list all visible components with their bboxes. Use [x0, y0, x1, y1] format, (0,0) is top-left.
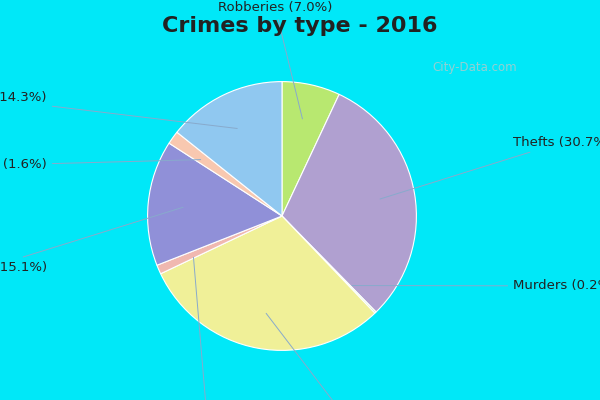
Text: Murders (0.2%): Murders (0.2%) [352, 279, 600, 292]
Wedge shape [148, 143, 282, 265]
Wedge shape [282, 94, 416, 312]
Text: Burglaries (30.1%): Burglaries (30.1%) [266, 313, 418, 400]
Wedge shape [157, 216, 282, 274]
Text: Robberies (7.0%): Robberies (7.0%) [218, 1, 332, 119]
Text: Thefts (30.7%): Thefts (30.7%) [380, 136, 600, 199]
Text: Rapes (1.6%): Rapes (1.6%) [0, 158, 200, 172]
Text: City-Data.com: City-Data.com [432, 62, 517, 74]
Text: Crimes by type - 2016: Crimes by type - 2016 [162, 16, 438, 36]
Wedge shape [161, 216, 375, 350]
Text: Auto thefts (14.3%): Auto thefts (14.3%) [0, 91, 237, 128]
Text: Assaults (15.1%): Assaults (15.1%) [0, 207, 183, 274]
Wedge shape [282, 82, 339, 216]
Wedge shape [177, 82, 282, 216]
Wedge shape [282, 216, 376, 313]
Wedge shape [169, 132, 282, 216]
Text: Arson (1.1%): Arson (1.1%) [165, 257, 251, 400]
